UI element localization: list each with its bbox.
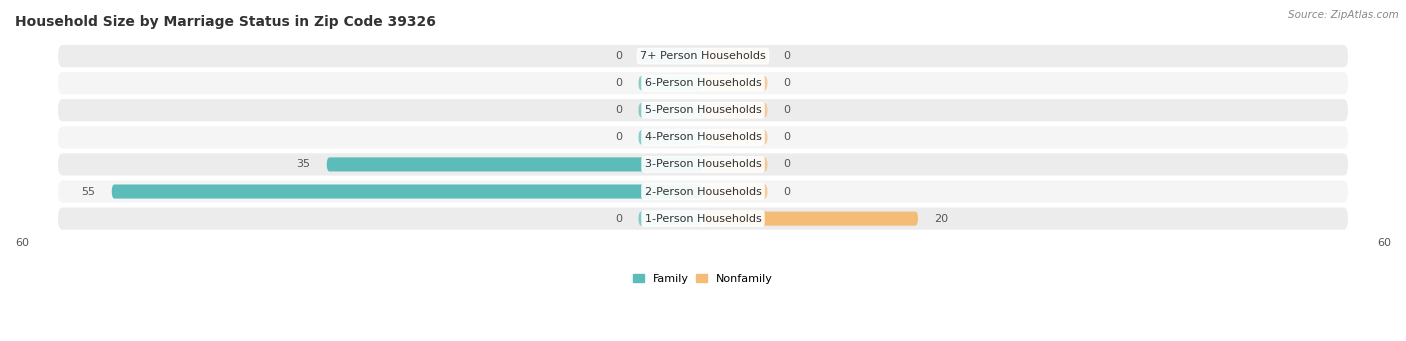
Text: 60: 60 [15,238,30,248]
Text: 35: 35 [297,160,311,169]
FancyBboxPatch shape [638,49,703,63]
Text: Household Size by Marriage Status in Zip Code 39326: Household Size by Marriage Status in Zip… [15,15,436,29]
FancyBboxPatch shape [703,158,768,172]
Text: 0: 0 [616,105,623,115]
Text: 0: 0 [783,51,790,61]
FancyBboxPatch shape [638,76,703,90]
Text: 0: 0 [783,105,790,115]
Text: 3-Person Households: 3-Person Households [644,160,762,169]
FancyBboxPatch shape [703,211,918,226]
FancyBboxPatch shape [703,76,768,90]
FancyBboxPatch shape [58,72,1348,94]
Text: 0: 0 [783,132,790,142]
Text: 0: 0 [616,78,623,88]
Text: 60: 60 [1376,238,1391,248]
FancyBboxPatch shape [638,211,703,226]
FancyBboxPatch shape [703,184,768,198]
Text: 0: 0 [783,160,790,169]
FancyBboxPatch shape [703,130,768,144]
Text: 0: 0 [616,51,623,61]
Text: 0: 0 [783,187,790,196]
Text: 0: 0 [616,213,623,224]
Text: 5-Person Households: 5-Person Households [644,105,762,115]
FancyBboxPatch shape [703,49,768,63]
FancyBboxPatch shape [111,184,703,198]
Text: 0: 0 [783,78,790,88]
FancyBboxPatch shape [58,99,1348,121]
FancyBboxPatch shape [58,180,1348,203]
Legend: Family, Nonfamily: Family, Nonfamily [628,269,778,288]
Text: Source: ZipAtlas.com: Source: ZipAtlas.com [1288,10,1399,20]
Text: 55: 55 [82,187,96,196]
Text: 2-Person Households: 2-Person Households [644,187,762,196]
Text: 20: 20 [934,213,948,224]
FancyBboxPatch shape [58,45,1348,67]
Text: 0: 0 [616,132,623,142]
Text: 1-Person Households: 1-Person Households [644,213,762,224]
FancyBboxPatch shape [58,126,1348,148]
Text: 7+ Person Households: 7+ Person Households [640,51,766,61]
FancyBboxPatch shape [58,153,1348,176]
FancyBboxPatch shape [638,130,703,144]
FancyBboxPatch shape [326,158,703,172]
Text: 6-Person Households: 6-Person Households [644,78,762,88]
FancyBboxPatch shape [58,208,1348,230]
FancyBboxPatch shape [638,103,703,117]
Text: 4-Person Households: 4-Person Households [644,132,762,142]
FancyBboxPatch shape [703,103,768,117]
